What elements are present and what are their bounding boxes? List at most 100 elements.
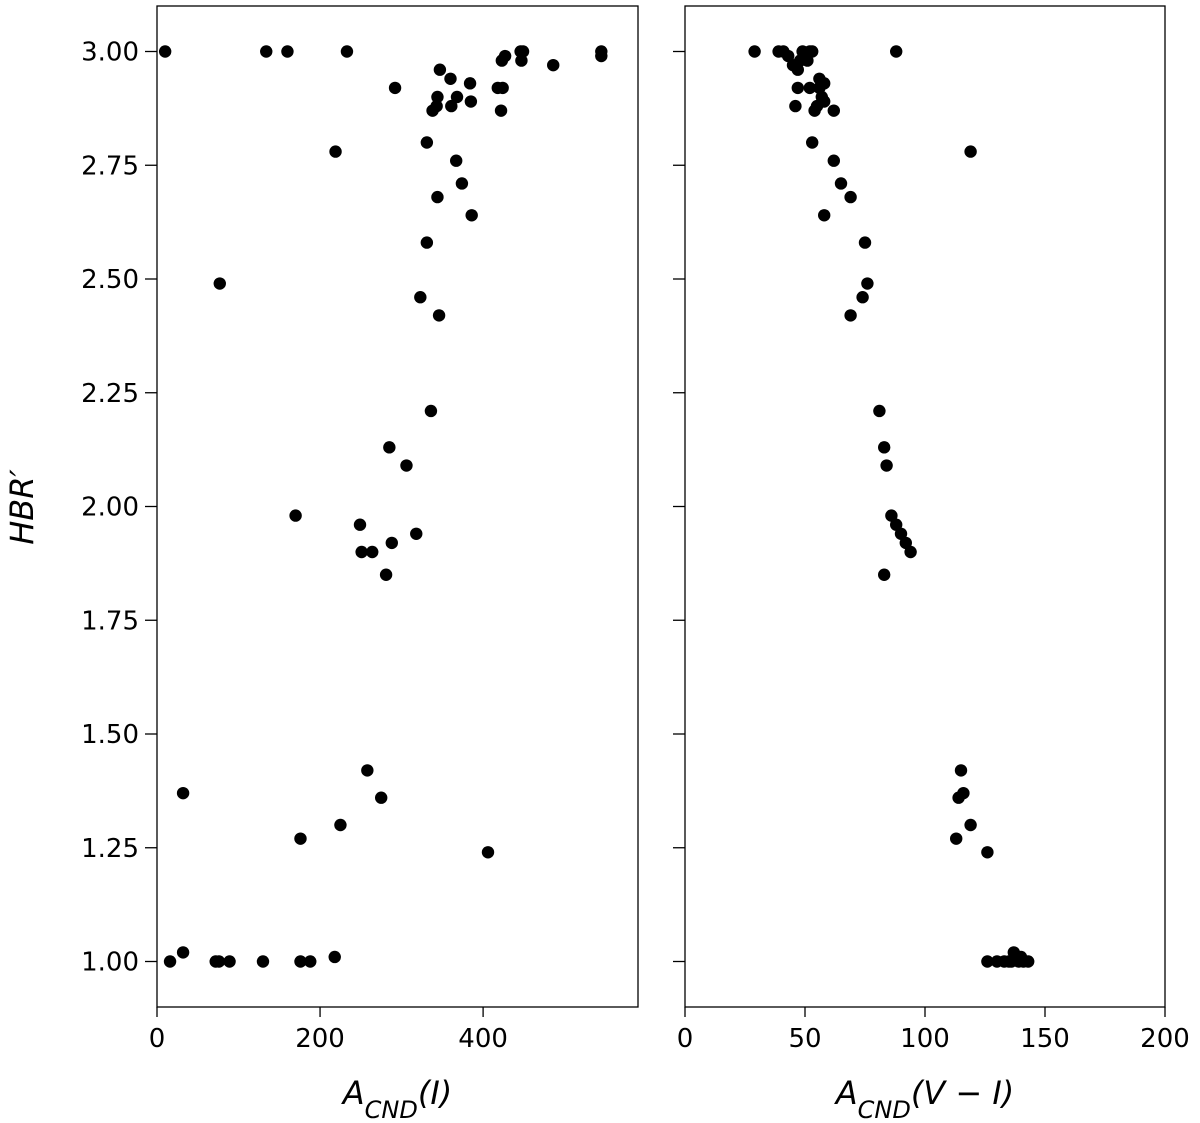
data-point xyxy=(223,955,236,968)
data-point xyxy=(748,45,761,58)
y-tick-label: 2.50 xyxy=(81,265,139,295)
data-point xyxy=(450,90,464,104)
data-point xyxy=(844,190,857,204)
data-point xyxy=(494,104,508,117)
data-point xyxy=(455,177,469,190)
data-point xyxy=(981,846,994,859)
data-point xyxy=(858,236,872,249)
data-point xyxy=(465,209,478,222)
data-point xyxy=(445,99,458,113)
data-point xyxy=(1021,955,1035,968)
data-point xyxy=(899,536,912,550)
data-point xyxy=(374,791,388,804)
data-point xyxy=(952,791,965,804)
data-point xyxy=(878,441,891,454)
data-point xyxy=(515,54,528,67)
data-point xyxy=(463,77,477,90)
data-point xyxy=(801,54,814,67)
data-point xyxy=(414,291,427,304)
data-point xyxy=(808,104,821,117)
data-point xyxy=(431,90,444,104)
x-tick-label: 400 xyxy=(458,1024,508,1054)
x-tick-label: 50 xyxy=(788,1024,821,1054)
data-point xyxy=(791,63,804,76)
data-point xyxy=(827,104,840,117)
x-tick-label: 200 xyxy=(295,1024,345,1054)
x-tick-label: 0 xyxy=(677,1024,694,1054)
data-point xyxy=(464,95,478,108)
data-point xyxy=(328,950,341,964)
data-point xyxy=(294,832,307,845)
data-point xyxy=(361,764,374,777)
y-tick-label: 1.25 xyxy=(81,834,139,864)
data-point xyxy=(329,145,342,158)
data-point xyxy=(212,955,226,968)
data-point xyxy=(806,45,819,58)
left-panel: 1.00 1.25 1.50 1.75 2.00 2.25 2.50 2.75 3.00 0 200… xyxy=(3,5,639,1123)
data-point xyxy=(595,49,608,63)
data-point xyxy=(256,955,270,968)
data-point xyxy=(433,63,447,76)
y-tick-label: 2.00 xyxy=(81,493,139,523)
data-point xyxy=(803,81,816,95)
data-point xyxy=(878,568,891,581)
plot-frame xyxy=(156,5,639,1008)
data-point xyxy=(385,536,398,550)
data-point xyxy=(861,277,874,290)
data-point xyxy=(981,955,994,968)
data-point xyxy=(880,459,893,472)
data-point xyxy=(289,509,302,522)
data-point xyxy=(890,518,903,531)
data-point xyxy=(444,72,457,86)
data-point xyxy=(834,177,848,190)
data-point xyxy=(334,818,347,832)
data-point xyxy=(890,45,903,58)
data-point xyxy=(547,58,560,72)
data-point xyxy=(432,309,446,322)
data-point xyxy=(420,136,434,149)
data-point xyxy=(894,527,908,540)
data-point xyxy=(355,545,368,559)
data-point xyxy=(782,49,795,63)
y-tick-label: 3.00 xyxy=(81,38,139,68)
plot-frame xyxy=(684,5,1166,1008)
data-point xyxy=(449,154,463,167)
data-point xyxy=(481,846,495,859)
y-tick-label: 2.75 xyxy=(81,151,139,181)
data-point xyxy=(496,81,509,95)
y-tick-label: 1.75 xyxy=(81,606,139,636)
data-point xyxy=(791,81,804,95)
data-point xyxy=(294,955,307,968)
x-tick-label: 150 xyxy=(1020,1024,1070,1054)
data-point xyxy=(410,527,423,540)
data-point xyxy=(954,764,968,777)
data-point xyxy=(379,568,393,581)
data-point xyxy=(213,277,226,290)
data-point xyxy=(426,104,439,117)
data-point xyxy=(827,154,840,167)
data-point xyxy=(818,209,831,222)
data-point xyxy=(383,441,396,454)
x-tick-label: 0 xyxy=(149,1024,166,1054)
data-point xyxy=(353,518,367,531)
data-point xyxy=(856,291,869,304)
data-point xyxy=(176,946,190,959)
data-point xyxy=(789,99,802,113)
data-point xyxy=(950,832,963,845)
data-point xyxy=(885,509,898,522)
x-axis-label: ACND(V − I) xyxy=(834,1074,1015,1123)
data-point xyxy=(904,545,917,559)
right-panel: 0 50 100 150 200 ACND(V − I) xyxy=(673,5,1190,1123)
data-point xyxy=(806,136,819,149)
data-point xyxy=(163,955,177,968)
data-point xyxy=(431,190,444,204)
x-tick-label: 200 xyxy=(1140,1024,1190,1054)
y-tick-label: 2.25 xyxy=(81,379,139,409)
data-point xyxy=(340,45,354,58)
data-point xyxy=(388,81,402,95)
data-point xyxy=(176,786,190,800)
data-point xyxy=(424,404,438,418)
data-point xyxy=(158,45,172,58)
data-point xyxy=(260,45,273,58)
